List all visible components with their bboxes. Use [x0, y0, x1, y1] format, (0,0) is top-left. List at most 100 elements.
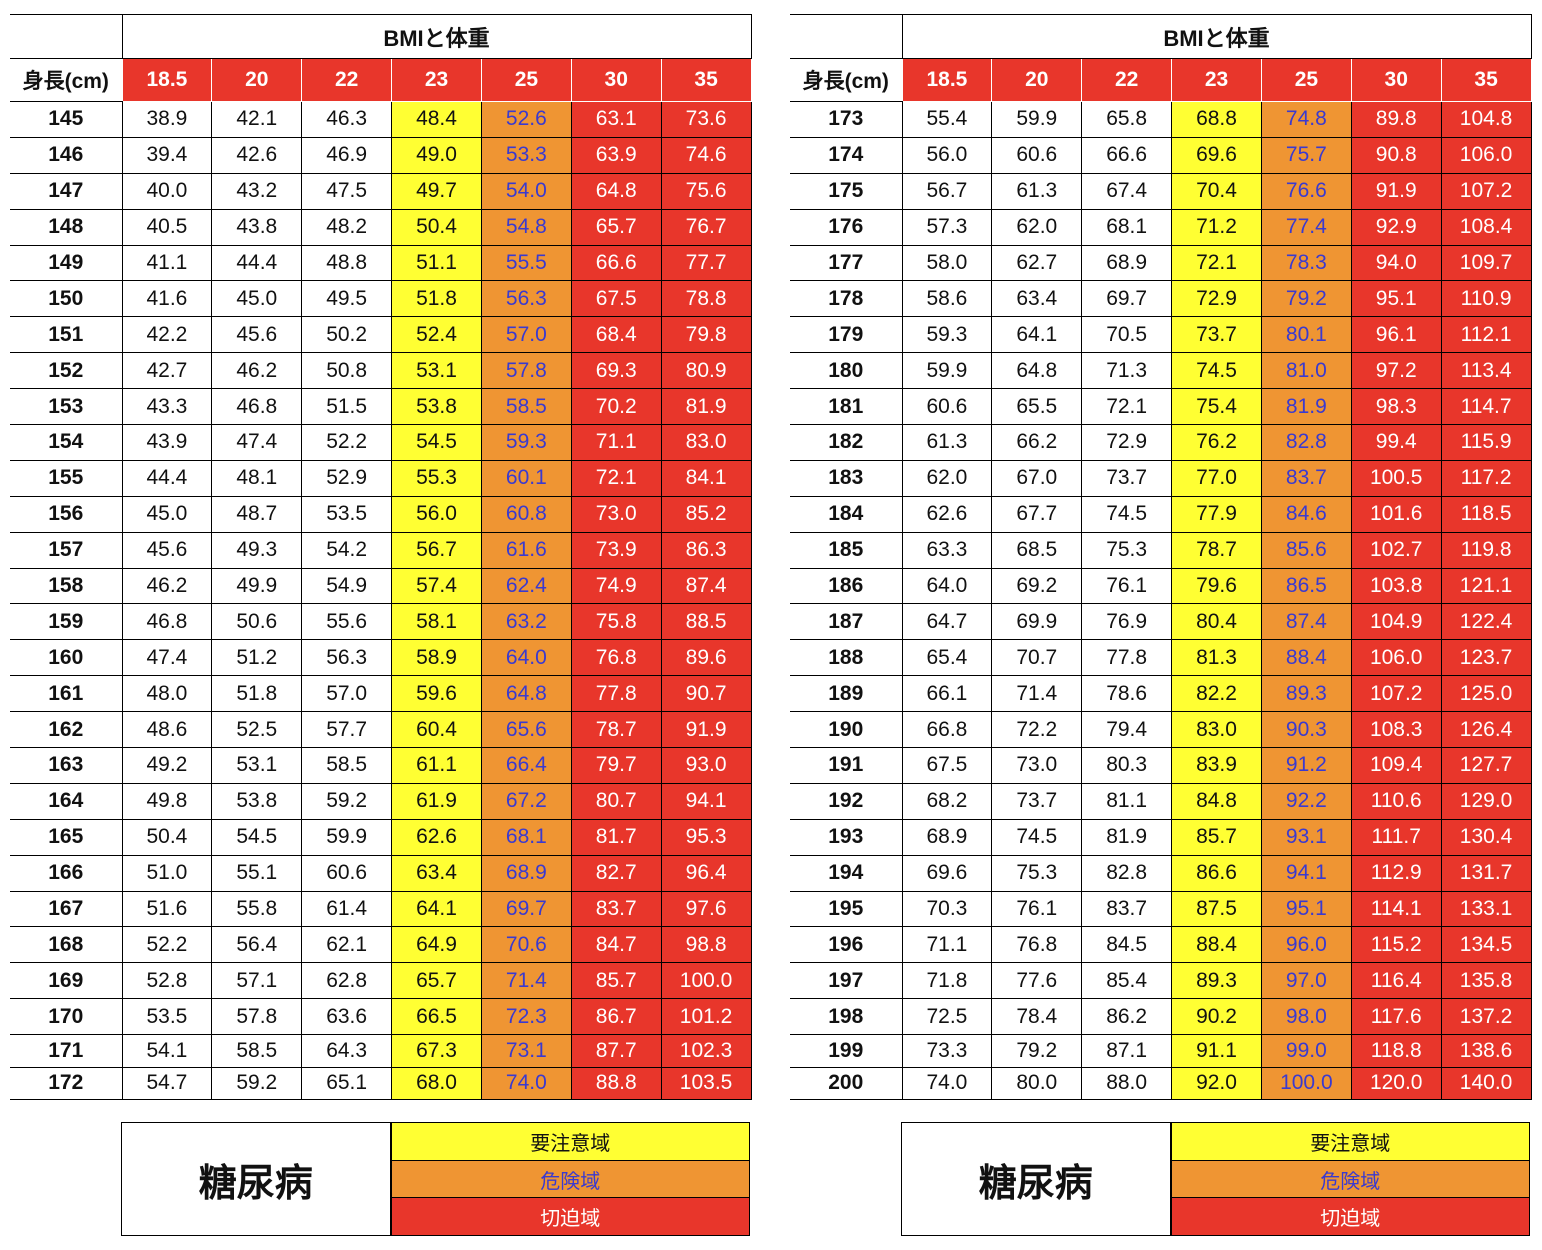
weight-cell: 85.7	[570, 962, 662, 1000]
weight-cell: 63.3	[901, 531, 993, 569]
weight-cell: 65.5	[991, 388, 1083, 426]
weight-cell: 91.2	[1260, 747, 1352, 784]
weight-cell: 81.9	[1260, 388, 1352, 426]
weight-cell: 86.3	[660, 531, 752, 569]
weight-cell: 89.3	[1260, 675, 1352, 713]
weight-cell: 62.0	[901, 459, 993, 497]
height-cell: 153	[10, 388, 122, 426]
weight-cell: 102.3	[660, 1034, 752, 1068]
weight-cell: 51.2	[211, 639, 303, 677]
weight-cell: 133.1	[1440, 890, 1532, 928]
weight-cell: 63.9	[570, 136, 662, 174]
table-row: 176 57.3 62.0 68.1 71.2 77.4 92.9 108.4	[790, 208, 1532, 246]
weight-cell: 72.2	[991, 711, 1083, 749]
weight-cell: 77.4	[1260, 208, 1352, 246]
weight-cell: 85.2	[660, 495, 752, 533]
weight-cell: 53.1	[391, 352, 482, 390]
weight-cell: 78.8	[660, 280, 752, 318]
weight-cell: 122.4	[1440, 603, 1532, 641]
weight-cell: 56.0	[901, 136, 993, 174]
legend-list: 要注意域 危険域 切迫域	[1170, 1122, 1530, 1237]
height-cell: 148	[10, 209, 122, 246]
weight-cell: 54.7	[121, 1066, 213, 1101]
table-row: 163 49.2 53.1 58.5 61.1 66.4 79.7 93.0	[10, 747, 752, 784]
weight-cell: 57.7	[301, 711, 393, 749]
weight-cell: 88.0	[1081, 1066, 1173, 1101]
weight-cell: 82.8	[1081, 854, 1173, 892]
weight-cell: 53.8	[211, 782, 303, 820]
weight-cell: 84.5	[1081, 926, 1173, 964]
weight-cell: 92.0	[1171, 1066, 1262, 1101]
table-row: 148 40.5 43.8 48.2 50.4 54.8 65.7 76.7	[10, 208, 752, 246]
weight-cell: 90.7	[660, 675, 752, 713]
weight-cell: 85.4	[1081, 962, 1173, 1000]
weight-cell: 112.9	[1350, 854, 1442, 892]
table-row: 175 56.7 61.3 67.4 70.4 76.6 91.9 107.2	[790, 172, 1532, 210]
weight-cell: 58.5	[480, 388, 572, 426]
table-row: 161 48.0 51.8 57.0 59.6 64.8 77.8 90.7	[10, 675, 752, 713]
weight-cell: 73.7	[1081, 459, 1173, 497]
weight-cell: 50.4	[121, 818, 213, 856]
table-row: 179 59.3 64.1 70.5 73.7 80.1 96.1 112.1	[790, 316, 1532, 354]
table-row: 194 69.6 75.3 82.8 86.6 94.1 112.9 131.7	[790, 854, 1532, 892]
weight-cell: 43.9	[121, 424, 213, 461]
weight-cell: 87.4	[1260, 603, 1352, 641]
weight-cell: 59.2	[211, 1066, 303, 1101]
height-cell: 147	[10, 173, 122, 210]
height-cell: 198	[790, 998, 902, 1036]
weight-cell: 53.3	[480, 136, 572, 174]
weight-cell: 67.5	[901, 747, 993, 784]
weight-cell: 68.0	[391, 1066, 482, 1101]
weight-cell: 52.2	[121, 926, 213, 964]
weight-cell: 53.8	[391, 388, 482, 426]
weight-cell: 67.3	[391, 1034, 482, 1068]
table-row: 169 52.8 57.1 62.8 65.7 71.4 85.7 100.0	[10, 962, 752, 1000]
height-cell: 163	[10, 747, 122, 784]
weight-cell: 88.4	[1260, 639, 1352, 677]
height-cell: 174	[790, 137, 902, 174]
bmi-header: 23	[391, 58, 482, 102]
weight-cell: 121.1	[1440, 567, 1532, 605]
weight-cell: 54.1	[121, 1034, 213, 1068]
bmi-weight-table-right: BMIと体重 身長(cm) 18.5 20 22 23 25 30 35 173…	[790, 14, 1532, 1101]
weight-cell: 73.0	[570, 495, 662, 533]
weight-cell: 50.6	[211, 603, 303, 641]
table-row: 159 46.8 50.6 55.6 58.1 63.2 75.8 88.5	[10, 603, 752, 641]
weight-cell: 64.8	[480, 675, 572, 713]
weight-cell: 48.6	[121, 711, 213, 749]
table-row: 197 71.8 77.6 85.4 89.3 97.0 116.4 135.8	[790, 962, 1532, 1000]
bmi-weight-table-left: BMIと体重 身長(cm) 18.5 20 22 23 25 30 35 145…	[10, 14, 752, 1101]
weight-cell: 56.3	[480, 280, 572, 318]
weight-cell: 86.6	[1171, 854, 1262, 892]
weight-cell: 81.0	[1260, 352, 1352, 390]
weight-cell: 117.2	[1440, 459, 1532, 497]
weight-cell: 94.1	[1260, 854, 1352, 892]
table-row: 168 52.2 56.4 62.1 64.9 70.6 84.7 98.8	[10, 926, 752, 964]
weight-cell: 80.0	[991, 1066, 1083, 1101]
weight-cell: 45.0	[211, 280, 303, 318]
weight-cell: 77.0	[1171, 459, 1262, 497]
weight-cell: 89.6	[660, 639, 752, 677]
table-row: 178 58.6 63.4 69.7 72.9 79.2 95.1 110.9	[790, 280, 1532, 318]
weight-cell: 47.4	[121, 639, 213, 677]
weight-cell: 64.0	[480, 639, 572, 677]
weight-cell: 54.8	[480, 208, 572, 246]
corner-blank	[790, 14, 902, 59]
weight-cell: 61.3	[991, 172, 1083, 210]
legend-right: 糖尿病 要注意域 危険域 切迫域	[901, 1122, 1530, 1237]
weight-cell: 63.1	[570, 101, 662, 138]
height-cell: 160	[10, 639, 122, 677]
table-row: 198 72.5 78.4 86.2 90.2 98.0 117.6 137.2	[790, 998, 1532, 1036]
height-cell: 167	[10, 891, 122, 928]
weight-cell: 92.2	[1260, 782, 1352, 820]
weight-cell: 140.0	[1440, 1066, 1532, 1101]
weight-cell: 43.8	[211, 208, 303, 246]
weight-cell: 40.5	[121, 208, 213, 246]
weight-cell: 98.0	[1260, 998, 1352, 1036]
weight-cell: 59.3	[480, 424, 572, 461]
weight-cell: 115.9	[1440, 424, 1532, 461]
table-row: 187 64.7 69.9 76.9 80.4 87.4 104.9 122.4	[790, 603, 1532, 641]
weight-cell: 69.6	[1171, 136, 1262, 174]
weight-cell: 114.7	[1440, 388, 1532, 426]
weight-cell: 68.9	[480, 854, 572, 892]
